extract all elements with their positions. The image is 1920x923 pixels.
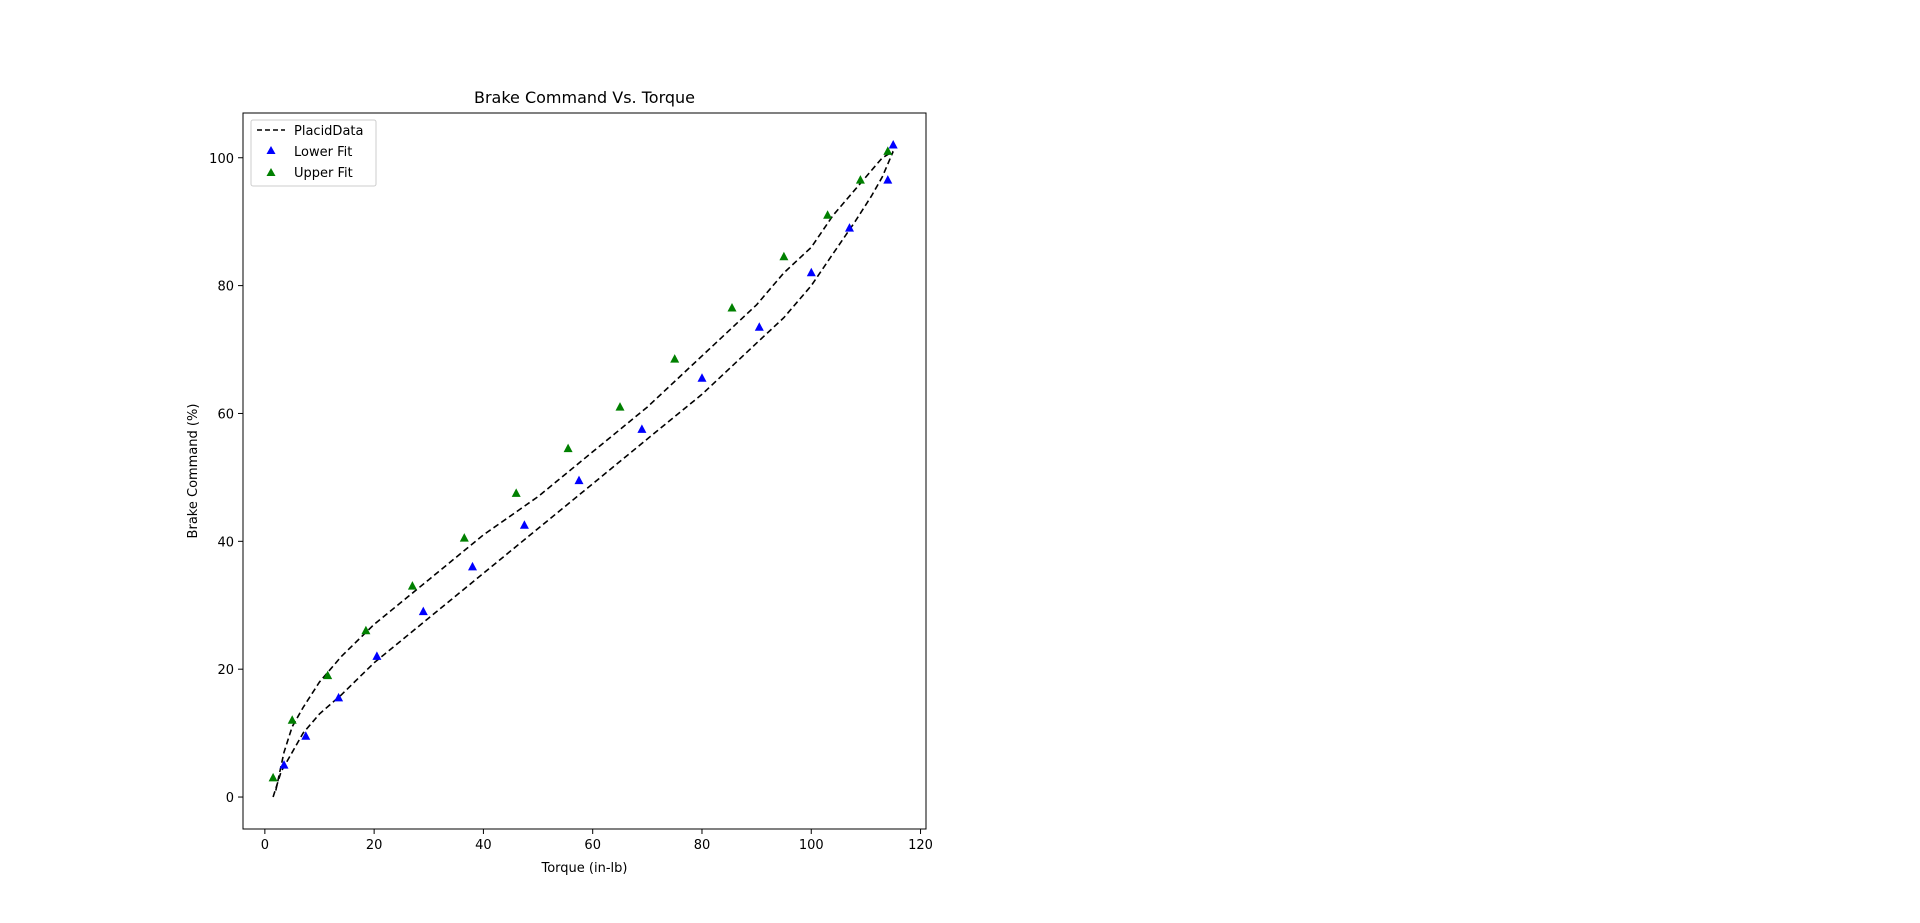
lower-fit-point (334, 692, 344, 702)
lower-fit-point (372, 651, 382, 660)
axes-frame (242, 112, 927, 830)
plot-area (268, 140, 898, 798)
upper-fit-point (407, 581, 417, 590)
x-tick-label: 80 (694, 838, 711, 853)
y-tick-label: 60 (217, 407, 234, 422)
lower-fit-point (845, 223, 854, 232)
upper-fit-point (615, 402, 625, 411)
lower-fit-point (697, 373, 707, 382)
lower-fit-point (883, 175, 893, 184)
upper-fit-point (287, 715, 297, 724)
x-tick-label: 60 (584, 838, 601, 853)
upper-fit-point (727, 303, 737, 312)
y-tick-label: 40 (217, 535, 234, 550)
upper-fit-point (823, 210, 833, 219)
upper-fit-point (883, 146, 893, 155)
upper-fit-point (779, 251, 789, 261)
placid-data-line-2 (275, 150, 894, 791)
lower-fit-point (754, 322, 764, 331)
lower-fit-point (418, 606, 428, 616)
lower-fit-point (279, 760, 289, 769)
y-tick-label: 20 (217, 663, 234, 678)
upper-fit-point (855, 175, 865, 184)
lower-fit-point (519, 520, 529, 529)
upper-fit-point (670, 354, 680, 363)
x-tick-label: 120 (908, 838, 933, 853)
x-axis-label: Torque (in-lb) (541, 861, 628, 876)
lower-fit-point (301, 731, 311, 740)
y-tick-label: 80 (217, 280, 234, 295)
upper-fit-point (459, 533, 469, 542)
lower-fit-point (888, 140, 898, 149)
placid-data-line-1 (272, 151, 894, 798)
chart-title: Brake Command Vs. Torque (474, 88, 695, 107)
upper-fit-point (268, 772, 278, 782)
x-tick-label: 0 (261, 838, 269, 853)
upper-fit-point (563, 443, 573, 453)
upper-fit-point (511, 488, 521, 497)
lower-fit-point (574, 475, 584, 485)
legend-lower-marker (266, 146, 276, 154)
x-tick-label: 20 (366, 838, 383, 853)
lower-fit-point (806, 267, 816, 277)
y-axis-label: Brake Command (%) (186, 404, 201, 539)
upper-fit-point (361, 625, 371, 635)
axis-ticks: 0 20 40 60 80 100 120 0 20 40 60 80 100 (209, 152, 933, 853)
x-tick-label: 40 (475, 838, 492, 853)
upper-fit-point (323, 670, 333, 680)
legend-upper-marker (266, 168, 276, 176)
legend: PlacidData Lower Fit Upper Fit (250, 119, 377, 187)
y-tick-label: 0 (226, 791, 234, 806)
legend-box (250, 119, 377, 187)
lower-fit-point (468, 561, 477, 571)
legend-placid-label: PlacidData (294, 124, 363, 139)
y-tick-label: 100 (209, 152, 234, 167)
x-tick-label: 100 (799, 838, 824, 853)
legend-upper-label: Upper Fit (294, 166, 353, 181)
lower-fit-point (637, 424, 647, 433)
legend-lower-label: Lower Fit (294, 145, 352, 160)
